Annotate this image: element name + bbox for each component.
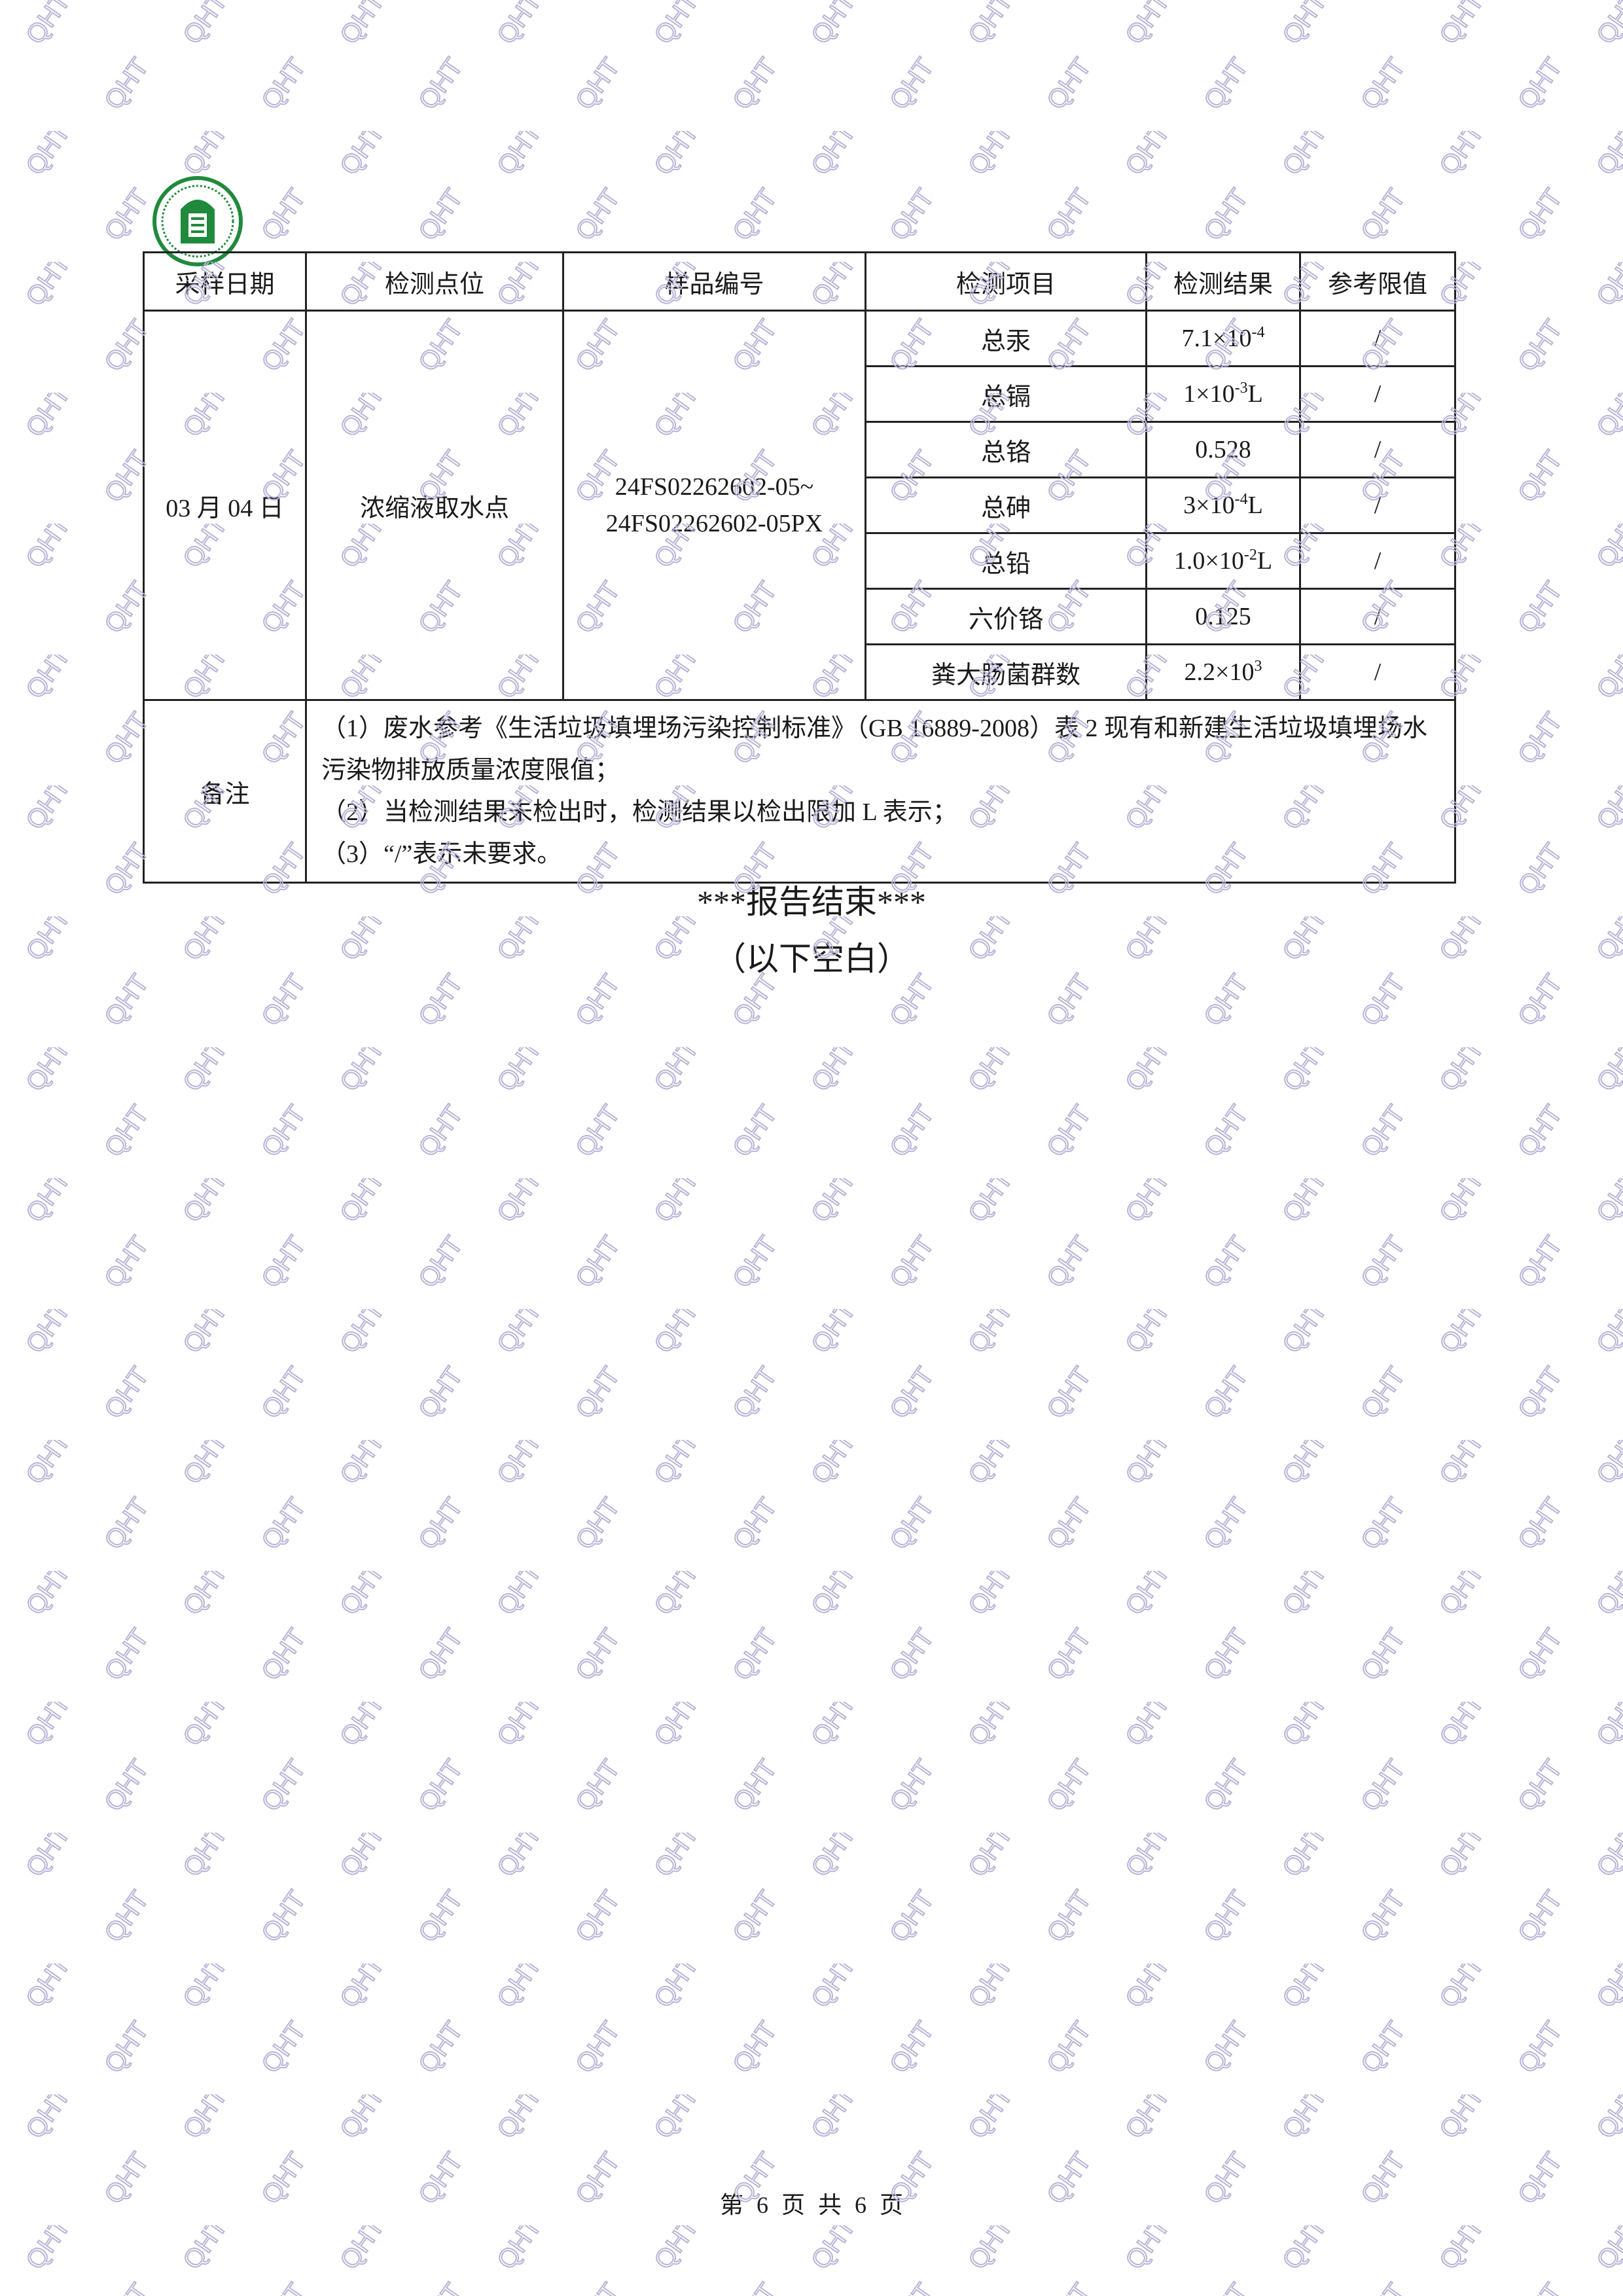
- test-item: 总砷: [865, 476, 1147, 534]
- header-result: 检测结果: [1145, 251, 1301, 312]
- header-location: 检测点位: [305, 251, 564, 312]
- table-row: 03 月 04 日浓缩液取水点 24FS02262602-05~ 24FS02262…: [143, 310, 1456, 701]
- result-exponent: -3: [1234, 380, 1248, 397]
- result-exponent: -4: [1234, 491, 1248, 508]
- reference-limit: /: [1299, 421, 1456, 478]
- sample-id: 24FS02262602-05~ 24FS02262602-05PX: [562, 310, 866, 701]
- result-base: 3×10: [1183, 492, 1235, 519]
- result-suffix: L: [1247, 380, 1263, 408]
- note-2: （2）当检测结果未检出时，检测结果以检出限加 L 表示；: [321, 798, 957, 826]
- blank-below-text: （以下空白）: [713, 941, 910, 977]
- footer-page-word: 页: [781, 2192, 805, 2218]
- test-result: 3×10-4L: [1145, 476, 1301, 534]
- result-base: 7.1×10: [1181, 325, 1252, 352]
- result-exponent: -4: [1251, 324, 1265, 341]
- footer-suffix: 页: [880, 2192, 904, 2218]
- current-page: 6: [756, 2192, 768, 2218]
- result-exponent: -2: [1243, 547, 1257, 564]
- report-end-text: ***报告结束***: [697, 884, 926, 920]
- sample-id-line1: 24FS02262602-05~: [615, 473, 814, 501]
- result-base: 0.528: [1195, 436, 1251, 463]
- notes-content: （1）废水参考《生活垃圾填埋场污染控制标准》（GB 16889-2008）表 2…: [305, 699, 1456, 884]
- note-1: （1）废水参考《生活垃圾填埋场污染控制标准》（GB 16889-2008）表 2…: [321, 715, 1427, 784]
- result-suffix: L: [1247, 492, 1263, 519]
- header-sampling-date: 采样日期: [143, 251, 307, 312]
- reference-limit: /: [1299, 532, 1456, 590]
- result-base: 1×10: [1183, 380, 1235, 408]
- header-test-item: 检测项目: [865, 251, 1147, 312]
- reference-limit: /: [1299, 643, 1456, 701]
- footer-prefix: 第: [719, 2192, 743, 2218]
- sampling-location: 浓缩液取水点: [305, 310, 564, 701]
- test-result: 1.0×10-2L: [1145, 532, 1301, 590]
- result-base: 0.125: [1195, 603, 1251, 630]
- reference-limit: /: [1299, 476, 1456, 534]
- test-result: 0.125: [1145, 588, 1301, 645]
- reference-limit: /: [1299, 588, 1456, 645]
- sampling-date: 03 月 04 日: [143, 310, 307, 701]
- test-item: 总镉: [865, 365, 1147, 423]
- result-exponent: 3: [1254, 658, 1262, 675]
- notes-label: 备注: [143, 699, 307, 884]
- table-header-row: 采样日期 检测点位 样品编号 检测项目 检测结果 参考限值: [143, 251, 1456, 312]
- reference-limit: /: [1299, 365, 1456, 423]
- test-result: 1×10-3L: [1145, 365, 1301, 423]
- reference-limit: /: [1299, 310, 1456, 367]
- test-result: 2.2×103: [1145, 643, 1301, 701]
- note-3: （3）“/”表示未要求。: [321, 840, 562, 868]
- notes-row: 备注 （1）废水参考《生活垃圾填埋场污染控制标准》（GB 16889-2008）…: [143, 699, 1456, 884]
- test-results-table: 采样日期 检测点位 样品编号 检测项目 检测结果 参考限值 03 月 04 日浓…: [143, 251, 1456, 884]
- sample-id-line2: 24FS02262602-05PX: [605, 510, 823, 537]
- test-item: 总铅: [865, 532, 1147, 590]
- test-result: 0.528: [1145, 421, 1301, 478]
- footer-total-word: 共: [818, 2192, 842, 2218]
- test-item: 总铬: [865, 421, 1147, 478]
- result-suffix: L: [1257, 547, 1273, 575]
- header-sample-id: 样品编号: [562, 251, 866, 312]
- result-base: 1.0×10: [1173, 547, 1244, 575]
- test-result: 7.1×10-4: [1145, 310, 1301, 367]
- header-limit: 参考限值: [1299, 251, 1456, 312]
- test-item: 六价铬: [865, 588, 1147, 645]
- result-base: 2.2×10: [1184, 658, 1255, 686]
- test-item: 总汞: [865, 310, 1147, 367]
- total-pages: 6: [855, 2192, 867, 2218]
- test-item: 粪大肠菌群数: [865, 643, 1147, 701]
